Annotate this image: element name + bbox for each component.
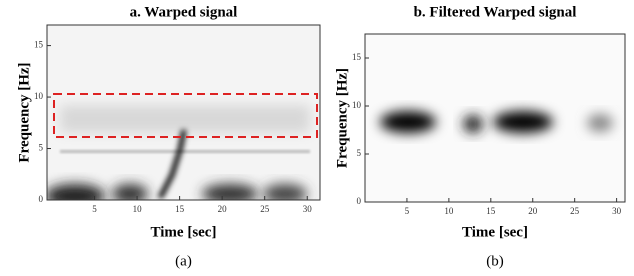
x-tick-label: 20: [218, 204, 228, 214]
caption: (a): [175, 253, 192, 269]
x-tick-label: 10: [133, 204, 143, 214]
y-tick-label: 15: [352, 52, 362, 62]
x-axis-label: Time [sec]: [462, 224, 528, 240]
chart-title: a. Warped signal: [130, 4, 238, 20]
figure: 5 10 15 20 25 30 0 5 10 15 a. Warped signal Time [s…: [0, 0, 634, 276]
x-tick-label: 25: [260, 204, 270, 214]
x-tick-label: 25: [570, 206, 580, 216]
x-tick-label: 30: [303, 204, 313, 214]
chart-title: b. Filtered Warped signal: [414, 4, 577, 20]
x-tick-label: 15: [486, 206, 496, 216]
x-tick-label: 5: [405, 206, 410, 216]
spectrogram-b: [365, 34, 625, 202]
spectrogram-a: [45, 25, 320, 208]
y-axis-label: Frequency [Hz]: [16, 62, 32, 162]
y-tick-label: 0: [357, 196, 362, 206]
y-axis-label: Frequency [Hz]: [334, 68, 350, 168]
y-tick-label: 5: [39, 143, 44, 153]
y-tick-label: 10: [352, 100, 362, 110]
y-tick-label: 10: [34, 91, 44, 101]
caption: (b): [486, 253, 504, 269]
y-tick-label: 0: [39, 194, 44, 204]
x-tick-label: 15: [175, 204, 185, 214]
y-tick-label: 15: [34, 40, 44, 50]
x-tick-label: 10: [444, 206, 454, 216]
x-tick-label: 30: [612, 206, 622, 216]
x-tick-label: 20: [528, 206, 538, 216]
x-axis-label: Time [sec]: [151, 224, 217, 240]
x-tick-label: 5: [92, 204, 97, 214]
y-tick-label: 5: [357, 148, 362, 158]
